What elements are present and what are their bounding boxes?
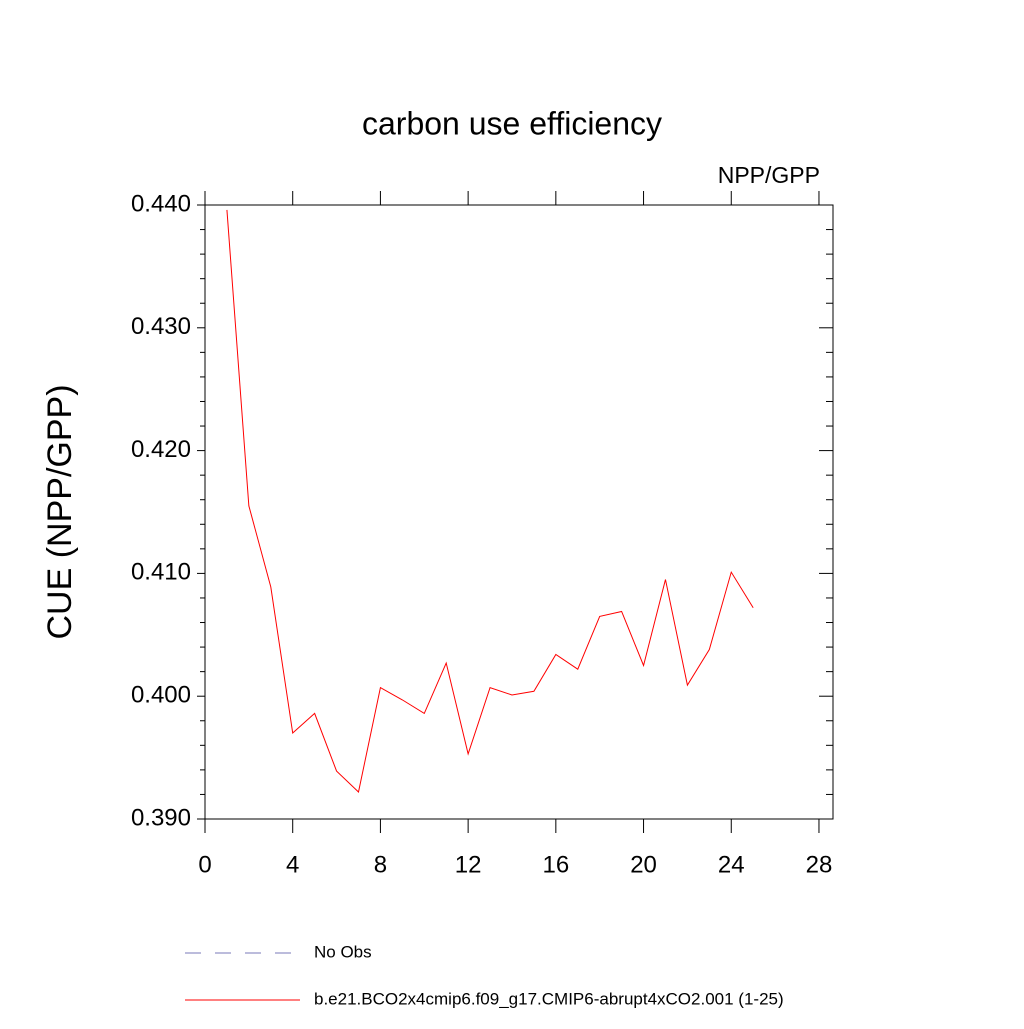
y-tick-label: 0.440 <box>131 190 191 217</box>
x-tick-label: 28 <box>806 851 833 878</box>
y-tick-label: 0.410 <box>131 559 191 586</box>
y-axis-label: CUE (NPP/GPP) <box>41 384 79 639</box>
x-tick-label: 4 <box>286 851 299 878</box>
chart-subtitle: NPP/GPP <box>718 162 820 188</box>
x-tick-label: 24 <box>718 851 745 878</box>
y-tick-label: 0.420 <box>131 436 191 463</box>
y-tick-label: 0.430 <box>131 313 191 340</box>
legend-label: b.e21.BCO2x4cmip6.f09_g17.CMIP6-abrupt4x… <box>314 989 784 1008</box>
y-tick-label: 0.400 <box>131 682 191 709</box>
y-tick-label: 0.390 <box>131 804 191 831</box>
x-tick-label: 20 <box>630 851 657 878</box>
x-tick-label: 16 <box>542 851 569 878</box>
chart-title: carbon use efficiency <box>362 105 662 141</box>
x-tick-label: 0 <box>198 851 211 878</box>
x-tick-label: 12 <box>455 851 482 878</box>
plot-frame <box>204 204 834 820</box>
data-line <box>226 209 754 793</box>
legend-label: No Obs <box>314 942 372 961</box>
x-tick-label: 8 <box>374 851 387 878</box>
